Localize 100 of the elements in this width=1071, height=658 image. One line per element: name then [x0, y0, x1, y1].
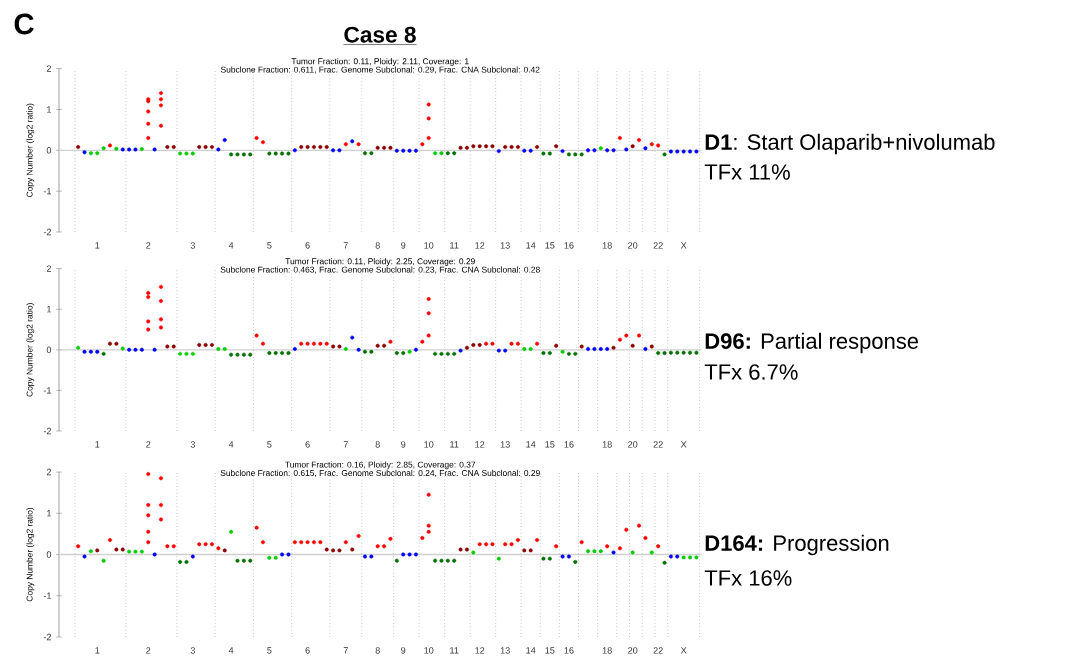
point [158, 299, 163, 304]
text: D164: Progression [705, 534, 889, 556]
y-tick-label: -2 [43, 427, 52, 435]
x-tick-label: 4 [228, 441, 234, 448]
y-tick-label: 1 [47, 306, 52, 313]
x-tick-label: 13 [500, 242, 510, 249]
chart-title: Case 8 [344, 26, 416, 43]
point [426, 311, 431, 316]
x-tick-label: 7 [343, 441, 348, 448]
y-tick-label: 2 [46, 265, 52, 272]
x-tick-label: 13 [500, 647, 510, 654]
y-tick-label: 1 [47, 510, 52, 517]
x-tick-label: 8 [375, 647, 380, 654]
x-tick-label: 16 [564, 441, 574, 448]
x-tick-label: 10 [424, 647, 434, 654]
x-tick-label: 3 [190, 647, 195, 654]
point [158, 103, 163, 108]
x-tick-label: 10 [424, 441, 434, 448]
x-tick-label: 20 [628, 242, 638, 249]
y-axis-title: Copy Number (log2 ratio) [26, 303, 35, 397]
point [426, 102, 431, 107]
point [146, 529, 151, 534]
x-tick-label: 4 [228, 647, 234, 654]
point [146, 294, 151, 299]
point [426, 297, 431, 302]
chart-subtitle: Tumor Fraction: 0.11, Ploidy: 2.25, Coverage: 0.29 [285, 258, 475, 266]
text: TFx 6.7% [704, 364, 798, 380]
x-tick-label: 13 [500, 441, 510, 448]
text: D1: Start Olaparib+nivolumab [705, 133, 995, 155]
x-tick-label: 14 [526, 242, 536, 249]
x-tick-label: 9 [401, 647, 406, 654]
point [146, 502, 151, 507]
x-tick-label: 15 [545, 242, 555, 249]
x-tick-label: 14 [526, 441, 536, 448]
y-tick-label: -1 [43, 592, 52, 599]
x-tick-label: 5 [267, 647, 272, 654]
text: TFx 11% [704, 164, 790, 180]
point [146, 109, 151, 114]
point [158, 97, 163, 102]
x-tick-label: 2 [146, 647, 151, 654]
x-tick-label: 4 [228, 242, 234, 249]
x-tick-label: X [680, 647, 687, 654]
x-tick-label: 1 [95, 647, 100, 654]
x-tick-label: 8 [375, 441, 380, 448]
x-tick-label: 16 [564, 242, 574, 249]
point [158, 476, 163, 481]
y-tick-label: -2 [43, 228, 52, 236]
y-axis-title: Copy Number (log2 ratio) [26, 103, 35, 197]
x-tick-label: 3 [190, 441, 195, 448]
point [426, 492, 431, 497]
chart-subtitle: Tumor Fraction: 0.16, Ploidy: 2.85, Coverage: 0.37 [285, 461, 476, 470]
x-tick-label: 2 [146, 441, 151, 448]
y-tick-label: -2 [43, 633, 52, 641]
point [146, 319, 151, 324]
x-tick-label: X [680, 242, 687, 249]
y-tick-label: 2 [46, 468, 52, 476]
x-tick-label: 14 [526, 647, 536, 654]
x-tick-label: 3 [190, 242, 195, 249]
x-tick-label: 12 [475, 242, 485, 249]
x-tick-label: 20 [628, 647, 638, 654]
point [426, 523, 431, 528]
x-tick-label: 11 [450, 242, 459, 249]
x-tick-label: 12 [475, 441, 485, 448]
annotation: Subclone Fraction: 0.611, Frac. Genome Subclonal: 0.29, Frac. CNA Subclonal: 0.42 [220, 66, 540, 74]
y-tick-label: 2 [46, 65, 52, 72]
y-tick-label: -1 [43, 387, 52, 394]
point [146, 513, 151, 518]
point [146, 290, 151, 295]
x-tick-label: 5 [267, 242, 272, 249]
x-tick-label: 12 [475, 647, 485, 654]
x-tick-label: 7 [343, 242, 348, 249]
y-tick-label: -1 [43, 187, 52, 195]
text: TFx 16% [704, 570, 792, 586]
y-tick-label: 0 [46, 147, 52, 154]
text: D96: Partial response [705, 332, 919, 354]
point [146, 472, 151, 477]
x-tick-label: 22 [653, 647, 663, 654]
x-tick-label: 2 [146, 242, 151, 249]
y-tick-label: 1 [47, 106, 52, 113]
x-tick-label: 18 [602, 647, 612, 654]
x-tick-label: 6 [305, 647, 310, 654]
x-tick-label: 1 [95, 242, 100, 249]
x-tick-label: X [680, 441, 687, 448]
x-tick-label: 15 [545, 441, 555, 448]
x-tick-label: 15 [545, 647, 555, 654]
point [158, 91, 163, 96]
text: C [14, 13, 34, 35]
x-tick-label: 9 [401, 441, 406, 448]
y-axis-title: Copy Number (log2 ratio) [26, 507, 35, 602]
point [158, 502, 163, 507]
y-tick-label: 0 [46, 346, 52, 353]
point [426, 116, 431, 121]
x-tick-label: 8 [375, 242, 380, 249]
point [158, 284, 163, 289]
x-tick-label: 11 [450, 441, 459, 448]
point [158, 317, 163, 322]
point [146, 121, 151, 126]
x-tick-label: 16 [564, 647, 574, 654]
x-tick-label: 9 [401, 242, 406, 249]
x-tick-label: 5 [267, 441, 272, 448]
